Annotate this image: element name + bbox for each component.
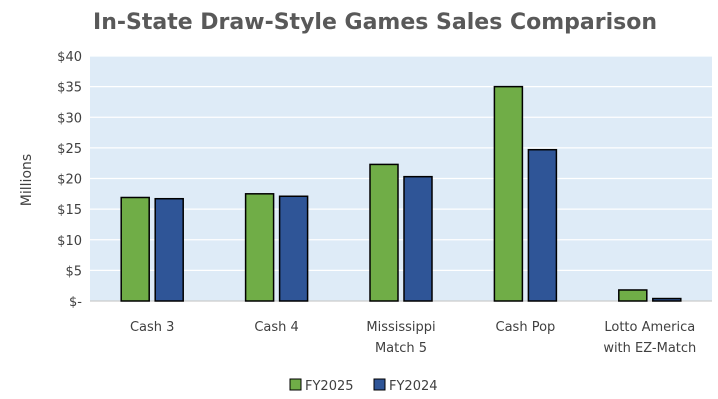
x-tick-label-line: Mississippi	[366, 320, 435, 335]
bar-fy2024-1	[278, 195, 309, 302]
x-tick-label-line: with EZ-Match	[603, 341, 696, 356]
y-tick-label: $10	[57, 234, 82, 249]
y-tick-label: $15	[57, 203, 82, 218]
x-tick-label-line: Lotto America	[604, 320, 695, 335]
x-tick-label: Lotto America with EZ-Match	[603, 320, 696, 356]
legend-label-fy2024: FY2024	[389, 379, 438, 394]
y-tick-label: $35	[57, 81, 82, 96]
bar-fy2025-1	[244, 193, 275, 302]
bar-fy2024-0	[154, 197, 184, 302]
legend: FY2025 FY2024	[289, 378, 438, 394]
x-tick-label-line: Match 5	[375, 341, 427, 356]
bar-fy2024-2	[403, 175, 433, 302]
bar-fy2025-3	[493, 85, 524, 302]
bar-fy2025-0	[120, 196, 150, 302]
legend-swatch-fy2024	[373, 378, 386, 391]
y-tick-label: $25	[57, 142, 82, 157]
legend-label-fy2025: FY2025	[305, 379, 354, 394]
x-tick-label: Cash 3	[130, 320, 174, 335]
y-axis-label: Millions	[19, 154, 35, 206]
x-tick-label-line: Cash 3	[130, 320, 174, 335]
x-tick-label-line: Cash Pop	[496, 320, 556, 335]
y-tick-label: $30	[57, 111, 82, 126]
y-tick-label: $40	[57, 50, 82, 65]
bar-fy2025-4	[618, 289, 648, 302]
bar-fy2024-4	[652, 297, 682, 302]
y-tick-label: $5	[65, 264, 82, 279]
y-tick-label: $20	[57, 173, 82, 188]
bar-fy2025-2	[369, 163, 399, 302]
chart-title: In-State Draw-Style Games Sales Comparis…	[93, 10, 657, 35]
x-tick-label-line: Cash 4	[254, 320, 298, 335]
bar-fy2024-3	[527, 148, 558, 302]
y-tick-label: $-	[69, 295, 82, 310]
x-tick-label: Mississippi Match 5	[366, 320, 435, 356]
x-tick-label: Cash 4	[254, 320, 298, 335]
plot-area: $- $5 $10 $15 $20 $25 $30 $35 $40 Cash 3 Cash 4 Mis…	[57, 50, 712, 356]
legend-swatch-fy2025	[289, 378, 302, 391]
x-tick-label: Cash Pop	[496, 320, 556, 335]
